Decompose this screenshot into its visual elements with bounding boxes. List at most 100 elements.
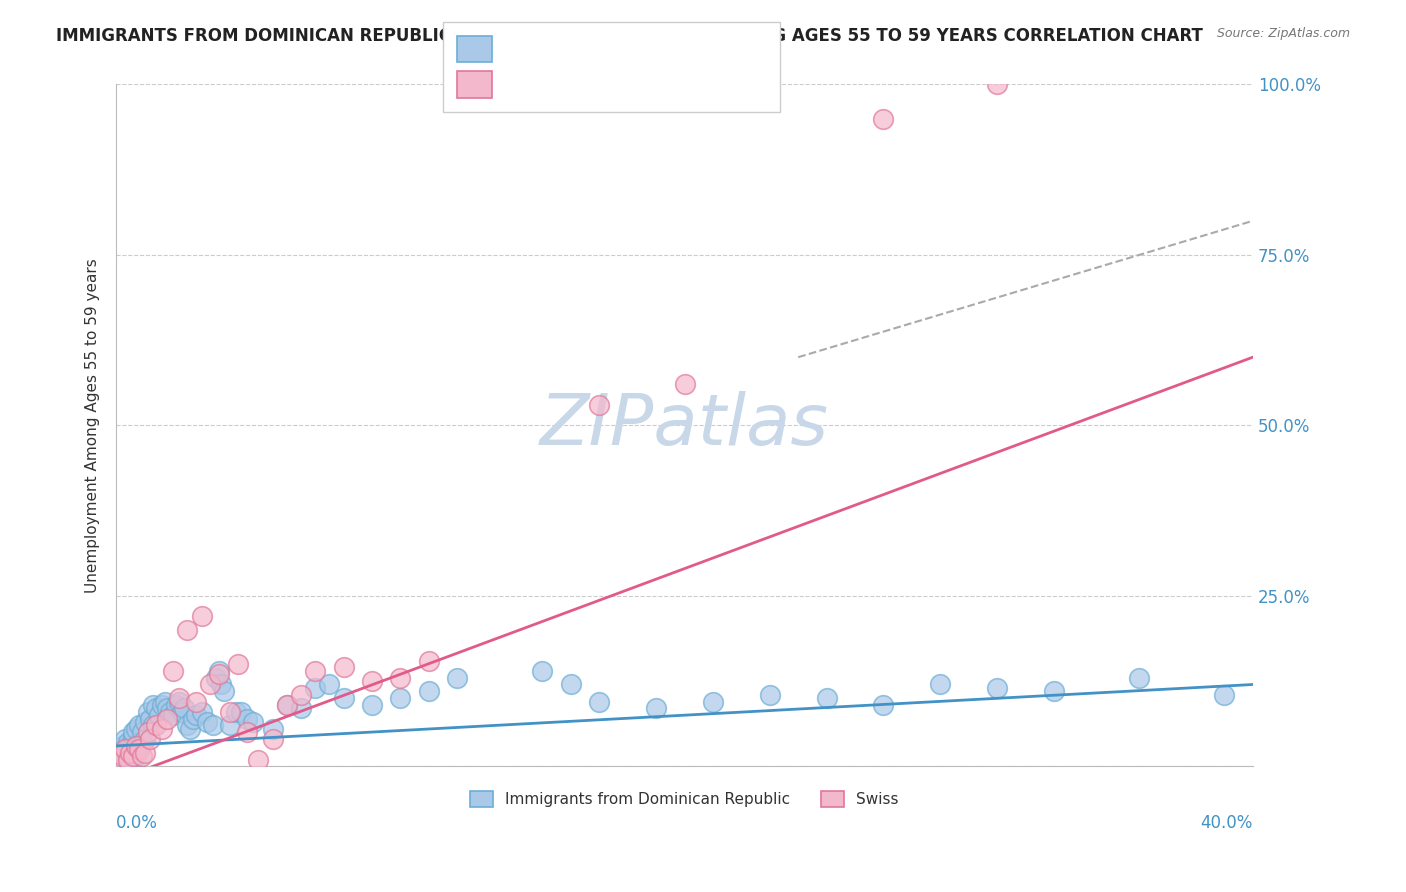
Point: [225, 705, 247, 719]
Point: [1213, 688, 1236, 702]
Point: [588, 398, 610, 412]
Point: [111, 749, 134, 764]
Point: [204, 671, 226, 685]
Point: [219, 705, 242, 719]
Point: [184, 694, 207, 708]
Point: [318, 677, 340, 691]
Point: [361, 674, 384, 689]
Point: [304, 664, 326, 678]
Point: [170, 705, 193, 719]
Point: [159, 705, 181, 719]
Point: [120, 746, 142, 760]
Point: [122, 749, 145, 764]
Point: [1043, 684, 1066, 698]
Point: [142, 698, 165, 712]
Point: [190, 609, 212, 624]
Point: [560, 677, 582, 691]
Point: [207, 667, 229, 681]
Point: [361, 698, 384, 712]
Point: [929, 677, 952, 691]
Point: [134, 714, 156, 729]
Y-axis label: Unemployment Among Ages 55 to 59 years: Unemployment Among Ages 55 to 59 years: [86, 258, 100, 593]
Point: [134, 732, 156, 747]
Point: [167, 691, 190, 706]
Point: [228, 657, 250, 671]
Point: [190, 705, 212, 719]
Point: [156, 712, 179, 726]
Text: N =: N =: [605, 75, 638, 89]
Point: [114, 732, 136, 747]
Text: 0.589: 0.589: [548, 75, 596, 89]
Point: [120, 746, 142, 760]
Text: IMMIGRANTS FROM DOMINICAN REPUBLIC VS SWISS UNEMPLOYMENT AMONG AGES 55 TO 59 YEA: IMMIGRANTS FROM DOMINICAN REPUBLIC VS SW…: [56, 27, 1204, 45]
Point: [262, 722, 284, 736]
Text: 76: 76: [651, 37, 672, 51]
Text: R =: R =: [502, 75, 536, 89]
Point: [276, 698, 298, 712]
Point: [128, 742, 150, 756]
Point: [125, 739, 148, 753]
Point: [389, 671, 412, 685]
Point: [117, 752, 139, 766]
Point: [207, 664, 229, 678]
Point: [108, 746, 131, 760]
Text: ZIPatlas: ZIPatlas: [540, 391, 830, 460]
Point: [242, 714, 264, 729]
Point: [276, 698, 298, 712]
Point: [131, 725, 153, 739]
Point: [179, 722, 201, 736]
Point: [125, 722, 148, 736]
Point: [184, 708, 207, 723]
Text: R =: R =: [502, 37, 536, 51]
Point: [162, 664, 184, 678]
Point: [247, 752, 270, 766]
Point: [120, 739, 142, 753]
Point: [986, 681, 1008, 695]
Point: [114, 742, 136, 756]
Point: [446, 671, 468, 685]
Point: [131, 749, 153, 764]
Point: [145, 718, 167, 732]
Point: [125, 749, 148, 764]
Point: [150, 722, 173, 736]
Point: [136, 725, 159, 739]
Point: [418, 684, 440, 698]
Text: 38: 38: [651, 75, 672, 89]
Point: [872, 112, 894, 126]
Point: [236, 712, 259, 726]
Point: [588, 694, 610, 708]
Point: [645, 701, 668, 715]
Point: [815, 691, 838, 706]
Point: [128, 742, 150, 756]
Text: 0.0%: 0.0%: [117, 814, 157, 832]
Point: [231, 705, 253, 719]
Text: Source: ZipAtlas.com: Source: ZipAtlas.com: [1216, 27, 1350, 40]
Point: [262, 732, 284, 747]
Point: [201, 718, 224, 732]
Point: [181, 712, 204, 726]
Point: [122, 732, 145, 747]
Point: [108, 746, 131, 760]
Point: [212, 684, 235, 698]
Point: [128, 718, 150, 732]
Legend: Immigrants from Dominican Republic, Swiss: Immigrants from Dominican Republic, Swis…: [464, 785, 905, 814]
Point: [1128, 671, 1150, 685]
Point: [198, 677, 221, 691]
Point: [209, 677, 232, 691]
Point: [111, 742, 134, 756]
Point: [145, 701, 167, 715]
Point: [290, 701, 312, 715]
Point: [142, 718, 165, 732]
Point: [195, 714, 218, 729]
Point: [176, 623, 198, 637]
Point: [131, 735, 153, 749]
Point: [702, 694, 724, 708]
Point: [122, 725, 145, 739]
Point: [165, 698, 187, 712]
Point: [332, 660, 354, 674]
Point: [389, 691, 412, 706]
Point: [125, 739, 148, 753]
Point: [139, 732, 162, 747]
Point: [236, 725, 259, 739]
Point: [219, 718, 242, 732]
